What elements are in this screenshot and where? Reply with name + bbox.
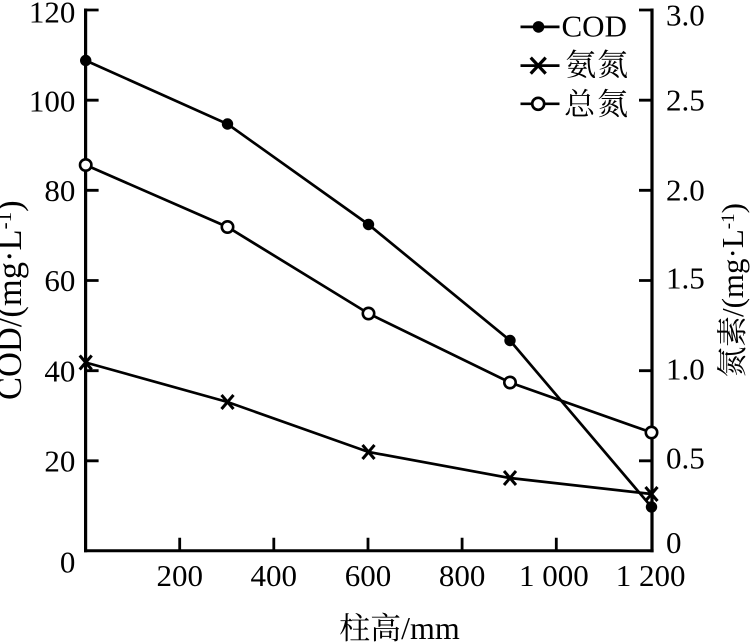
svg-text:600: 600 [345,558,392,593]
svg-text:0: 0 [60,544,76,579]
svg-text:80: 80 [44,173,75,208]
svg-text:COD: COD [562,9,627,44]
svg-text:1.0: 1.0 [666,352,705,387]
svg-text:40: 40 [44,353,75,388]
svg-text:60: 60 [44,263,75,298]
svg-text:1 000: 1 000 [519,558,589,593]
svg-text:0: 0 [666,525,682,560]
svg-text:120: 120 [29,0,76,30]
svg-text:1 200: 1 200 [616,558,686,593]
svg-text:COD/(mg·L-1): COD/(mg·L-1) [0,200,29,400]
svg-text:2.0: 2.0 [666,173,705,208]
svg-text:0.5: 0.5 [666,441,705,476]
svg-text:200: 200 [156,558,203,593]
svg-text:/mm: /mm [401,610,460,642]
svg-text:400: 400 [251,558,298,593]
svg-text:100: 100 [29,84,76,119]
svg-text:2.5: 2.5 [666,83,705,118]
svg-text:20: 20 [44,444,75,479]
svg-text:3.0: 3.0 [666,0,705,33]
svg-text:1.5: 1.5 [666,261,705,296]
svg-text:800: 800 [439,558,486,593]
